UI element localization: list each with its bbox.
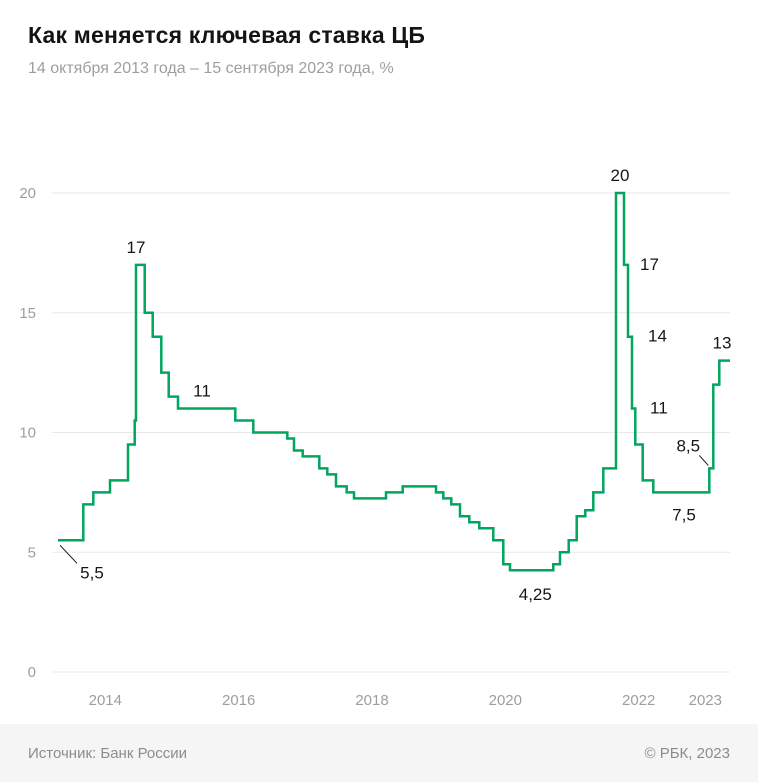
x-tick-label: 2018 bbox=[355, 692, 388, 709]
y-tick-label: 5 bbox=[28, 544, 36, 561]
annotation-leader-line bbox=[698, 455, 709, 466]
x-tick-label: 2014 bbox=[89, 692, 122, 709]
annotation-value-label: 20 bbox=[611, 166, 630, 185]
copyright-label: © РБК, 2023 bbox=[644, 744, 730, 762]
annotation-leader-line bbox=[59, 544, 78, 564]
x-tick-label: 2016 bbox=[222, 692, 255, 709]
annotation-value-label: 11 bbox=[193, 382, 211, 401]
chart-title: Как меняется ключевая ставка ЦБ bbox=[28, 22, 426, 48]
source-label: Источник: Банк России bbox=[28, 744, 188, 762]
chart-subtitle: 14 октября 2013 года – 15 сентября 2023 … bbox=[28, 60, 394, 77]
annotation-value-label: 8,5 bbox=[676, 436, 700, 455]
y-tick-label: 10 bbox=[19, 425, 36, 442]
annotation-value-label: 7,5 bbox=[672, 505, 696, 524]
annotation-value-label: 11 bbox=[650, 399, 668, 418]
key-rate-line bbox=[58, 191, 730, 572]
annotation-value-label: 4,25 bbox=[519, 585, 552, 604]
x-tick-label: 2023 bbox=[689, 692, 722, 709]
annotation-value-label: 17 bbox=[127, 238, 146, 257]
x-tick-label: 2022 bbox=[622, 692, 655, 709]
annotation-value-label: 13 bbox=[713, 334, 732, 353]
y-tick-label: 20 bbox=[19, 185, 36, 202]
footer-bar: Источник: Банк России © РБК, 2023 bbox=[0, 724, 758, 782]
y-tick-label: 0 bbox=[28, 664, 36, 681]
x-tick-label: 2020 bbox=[489, 692, 522, 709]
y-tick-label: 15 bbox=[19, 305, 36, 322]
annotation-value-label: 17 bbox=[640, 255, 659, 274]
annotation-value-label: 14 bbox=[648, 327, 667, 346]
annotation-value-label: 5,5 bbox=[80, 563, 104, 582]
